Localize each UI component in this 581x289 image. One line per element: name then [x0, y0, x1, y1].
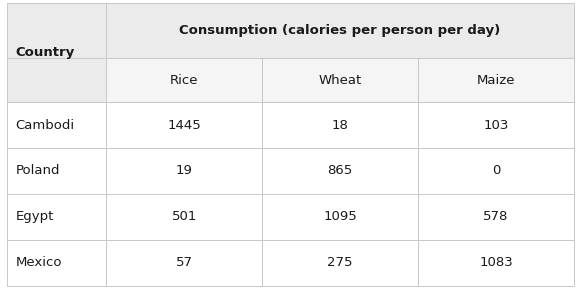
Bar — [106, 148, 262, 194]
Bar — [7, 58, 106, 102]
Text: 1445: 1445 — [167, 118, 201, 131]
Text: 865: 865 — [328, 164, 353, 177]
Bar — [262, 102, 418, 148]
Text: Maize: Maize — [477, 74, 515, 87]
Bar — [418, 102, 574, 148]
Bar — [106, 102, 262, 148]
Bar — [106, 58, 262, 102]
Text: Rice: Rice — [170, 74, 199, 87]
Text: 501: 501 — [171, 210, 197, 223]
Bar — [7, 148, 106, 194]
Bar — [7, 194, 106, 240]
Text: Cambodi: Cambodi — [16, 118, 75, 131]
Bar — [7, 102, 106, 148]
Text: 19: 19 — [175, 164, 193, 177]
Text: 57: 57 — [175, 256, 193, 269]
Bar — [262, 58, 418, 102]
Bar — [418, 240, 574, 286]
Bar — [7, 3, 106, 102]
Text: Country: Country — [16, 46, 75, 59]
Text: 578: 578 — [483, 210, 509, 223]
Bar — [262, 194, 418, 240]
Text: 0: 0 — [492, 164, 500, 177]
Bar — [106, 3, 574, 58]
Bar — [418, 194, 574, 240]
Bar — [418, 148, 574, 194]
Text: 103: 103 — [483, 118, 509, 131]
Text: Egypt: Egypt — [16, 210, 54, 223]
Bar — [262, 240, 418, 286]
Text: Poland: Poland — [16, 164, 60, 177]
Bar — [106, 240, 262, 286]
Text: 275: 275 — [327, 256, 353, 269]
Text: Mexico: Mexico — [16, 256, 62, 269]
Text: Consumption (calories per person per day): Consumption (calories per person per day… — [180, 25, 501, 38]
Text: 18: 18 — [332, 118, 349, 131]
Bar — [418, 58, 574, 102]
Text: 1083: 1083 — [479, 256, 513, 269]
Bar — [106, 194, 262, 240]
Bar — [7, 240, 106, 286]
Bar — [262, 148, 418, 194]
Text: 1095: 1095 — [323, 210, 357, 223]
Text: Wheat: Wheat — [318, 74, 362, 87]
